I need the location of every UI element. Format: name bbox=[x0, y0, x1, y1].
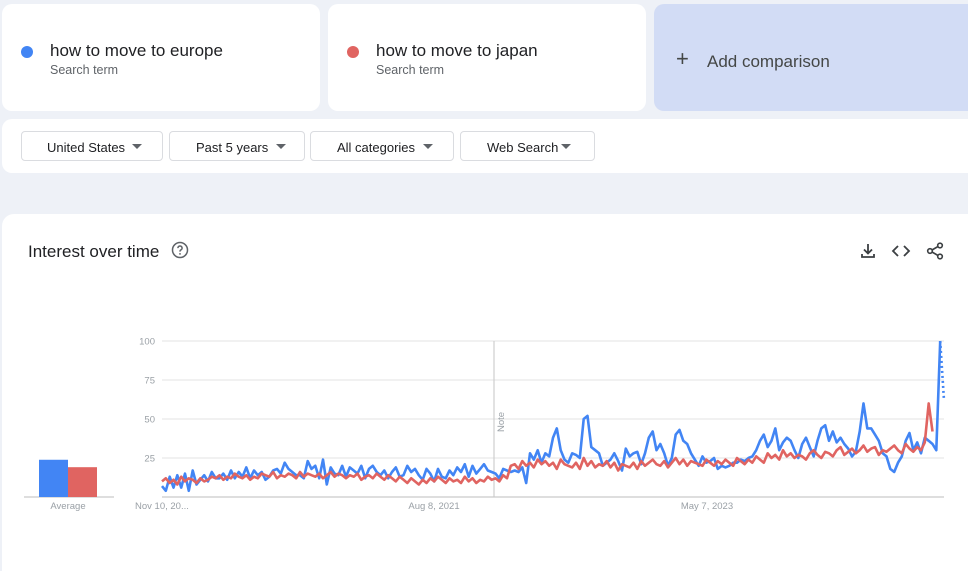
x-tick-label: May 7, 2023 bbox=[681, 501, 733, 512]
search-term-subtitle: Search term bbox=[376, 63, 445, 77]
search-term-card-japan[interactable]: how to move to japan Search term bbox=[328, 4, 646, 111]
x-tick-label: Aug 8, 2021 bbox=[408, 501, 459, 512]
chevron-down-icon bbox=[423, 144, 433, 149]
time-period-dropdown-label: Past 5 years bbox=[196, 140, 269, 155]
y-tick-label: 25 bbox=[144, 454, 155, 465]
add-comparison-button[interactable]: + Add comparison bbox=[654, 4, 968, 111]
share-icon[interactable] bbox=[925, 241, 945, 261]
chevron-down-icon bbox=[561, 144, 571, 149]
interest-over-time-chart: 25 50 75 100 Note Nov 10, 20... Aug 8, 2021 May… bbox=[24, 337, 946, 512]
series-line bbox=[160, 340, 942, 493]
download-icon[interactable] bbox=[858, 241, 878, 261]
average-label: Average bbox=[50, 501, 85, 512]
embed-code-icon[interactable] bbox=[891, 241, 911, 261]
y-tick-label: 50 bbox=[144, 415, 155, 426]
series-line bbox=[161, 402, 934, 486]
chevron-down-icon bbox=[276, 144, 286, 149]
search-type-dropdown-label: Web Search bbox=[487, 140, 559, 155]
add-comparison-label: Add comparison bbox=[707, 52, 830, 71]
panel-title: Interest over time bbox=[28, 242, 160, 261]
average-bar bbox=[68, 467, 97, 497]
search-term-card-europe[interactable]: how to move to europe Search term bbox=[2, 4, 320, 111]
chevron-down-icon bbox=[132, 144, 142, 149]
series-color-dot bbox=[347, 46, 359, 58]
y-tick-label: 100 bbox=[139, 337, 155, 348]
average-bar bbox=[39, 459, 68, 497]
category-dropdown-label: All categories bbox=[337, 140, 416, 155]
filter-bar: United States Past 5 years All categorie… bbox=[2, 119, 968, 173]
plus-icon: + bbox=[676, 46, 689, 71]
region-dropdown[interactable]: United States bbox=[21, 131, 163, 161]
category-dropdown[interactable]: All categories bbox=[310, 131, 454, 161]
search-term-subtitle: Search term bbox=[50, 63, 119, 77]
search-term-name: how to move to japan bbox=[376, 41, 538, 60]
time-period-dropdown[interactable]: Past 5 years bbox=[169, 131, 305, 161]
help-circle-icon[interactable] bbox=[171, 241, 189, 259]
series-color-dot bbox=[21, 46, 33, 58]
note-marker-label: Note bbox=[496, 412, 507, 432]
x-tick-label: Nov 10, 20... bbox=[135, 501, 189, 512]
search-term-name: how to move to europe bbox=[50, 41, 223, 60]
interest-over-time-panel: Interest over time 25 50 75 100 Note Nov 10, … bbox=[2, 214, 968, 571]
search-type-dropdown[interactable]: Web Search bbox=[460, 131, 595, 161]
region-dropdown-label: United States bbox=[47, 140, 126, 155]
y-tick-label: 75 bbox=[144, 376, 155, 387]
